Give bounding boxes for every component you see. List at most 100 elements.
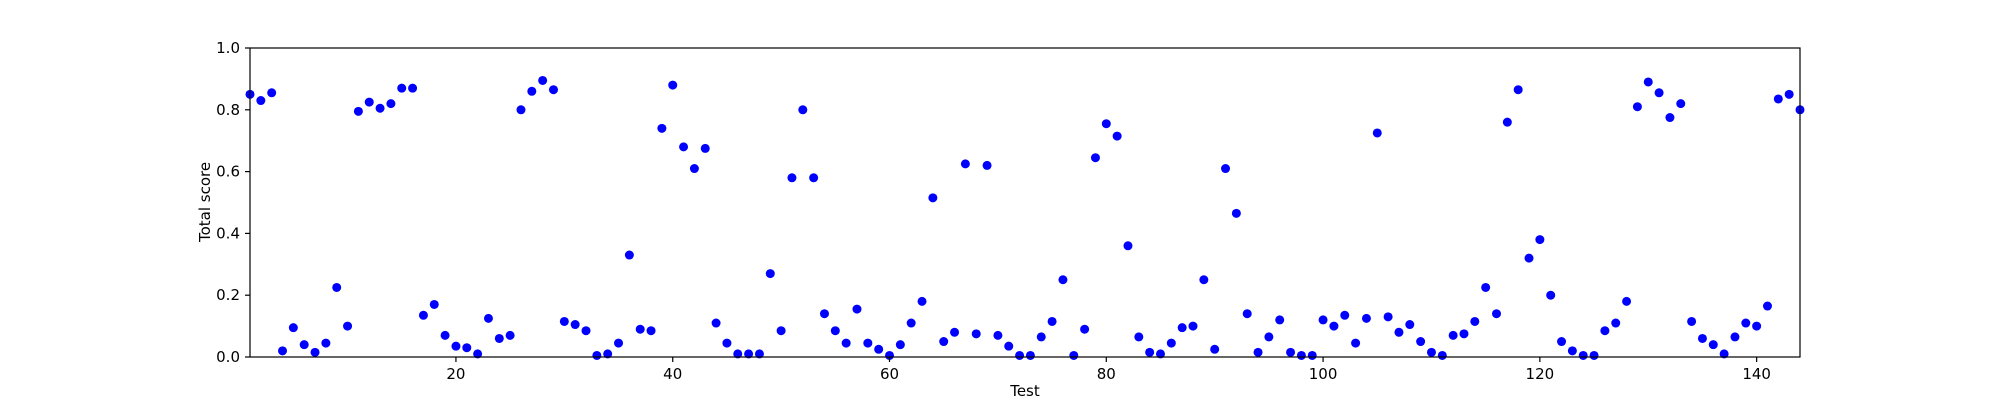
data-point <box>1632 102 1642 112</box>
data-point <box>1437 350 1447 360</box>
data-point <box>1210 344 1220 354</box>
data-point <box>852 304 862 314</box>
data-point <box>1741 318 1751 328</box>
data-point <box>1199 275 1209 285</box>
data-point <box>993 330 1003 340</box>
data-point <box>581 326 591 336</box>
data-point <box>505 330 515 340</box>
data-point <box>798 105 808 115</box>
y-axis-ticks: 0.0 0.2 0.4 0.6 0.8 1.0 <box>216 39 250 366</box>
data-point <box>711 318 721 328</box>
data-point <box>1394 327 1404 337</box>
data-point <box>1221 164 1231 174</box>
data-point <box>538 75 548 85</box>
data-point <box>278 346 288 356</box>
data-point <box>1654 88 1664 98</box>
data-point <box>1589 350 1599 360</box>
data-point <box>343 321 353 331</box>
data-point <box>1318 315 1328 325</box>
data-point <box>744 349 754 359</box>
data-point <box>689 164 699 174</box>
data-point <box>1492 309 1502 319</box>
data-point <box>1557 337 1567 347</box>
data-point <box>288 323 298 333</box>
data-point <box>614 338 624 348</box>
data-point <box>950 327 960 337</box>
data-point <box>1383 312 1393 322</box>
data-point <box>1329 321 1339 331</box>
data-point <box>1687 316 1697 326</box>
data-point <box>1025 350 1035 360</box>
y-tick-label: 0.4 <box>216 224 240 242</box>
data-point <box>1643 77 1653 87</box>
data-point <box>1773 94 1783 104</box>
data-point <box>408 83 418 93</box>
x-tick-label: 80 <box>1097 365 1116 383</box>
data-point <box>1459 329 1469 339</box>
data-point <box>386 99 396 109</box>
data-point <box>1188 321 1198 331</box>
x-tick-label: 20 <box>446 365 465 383</box>
data-point <box>657 123 667 133</box>
data-point <box>1481 282 1491 292</box>
data-point <box>1101 119 1111 129</box>
data-point <box>321 338 331 348</box>
data-point <box>473 349 483 359</box>
data-point <box>1416 337 1426 347</box>
data-point <box>1015 350 1025 360</box>
data-point <box>1080 324 1090 334</box>
data-point <box>1145 347 1155 357</box>
data-point <box>895 340 905 350</box>
data-point <box>1784 89 1794 99</box>
data-point <box>1361 313 1371 323</box>
data-point <box>397 83 407 93</box>
data-point <box>1719 349 1729 359</box>
data-point <box>776 326 786 336</box>
data-point <box>863 338 873 348</box>
data-point <box>1090 153 1100 163</box>
data-point <box>885 350 895 360</box>
data-point <box>1535 235 1545 245</box>
data-point <box>765 269 775 279</box>
data-point <box>809 173 819 183</box>
data-point <box>1340 310 1350 320</box>
data-point <box>1697 333 1707 343</box>
data-point <box>646 326 656 336</box>
data-point <box>267 88 277 98</box>
data-point <box>1242 309 1252 319</box>
data-point <box>1123 241 1133 251</box>
data-point <box>603 349 613 359</box>
data-point <box>679 142 689 152</box>
x-tick-label: 100 <box>1309 365 1338 383</box>
data-point <box>1762 301 1772 311</box>
data-point <box>418 310 428 320</box>
plot-frame <box>249 47 1801 358</box>
y-tick-label: 0.2 <box>216 286 240 304</box>
data-point <box>1058 275 1068 285</box>
data-point <box>1448 330 1458 340</box>
y-axis-label: Total score <box>196 162 214 243</box>
data-point <box>635 324 645 334</box>
data-point <box>1134 332 1144 342</box>
data-point <box>1036 332 1046 342</box>
data-point <box>1578 350 1588 360</box>
data-point <box>483 313 493 323</box>
data-point <box>440 330 450 340</box>
data-point <box>353 106 363 116</box>
data-point <box>1622 296 1632 306</box>
data-point <box>1405 320 1415 330</box>
data-point <box>1177 323 1187 333</box>
data-point <box>1470 316 1480 326</box>
y-tick-label: 1.0 <box>216 39 240 57</box>
data-point <box>722 338 732 348</box>
data-point <box>1708 340 1718 350</box>
data-point <box>375 103 385 113</box>
data-point <box>256 96 266 106</box>
data-point <box>332 282 342 292</box>
x-tick-label: 120 <box>1526 365 1555 383</box>
data-point <box>1112 131 1122 141</box>
data-point <box>1567 346 1577 356</box>
data-point <box>819 309 829 319</box>
data-point <box>494 333 504 343</box>
